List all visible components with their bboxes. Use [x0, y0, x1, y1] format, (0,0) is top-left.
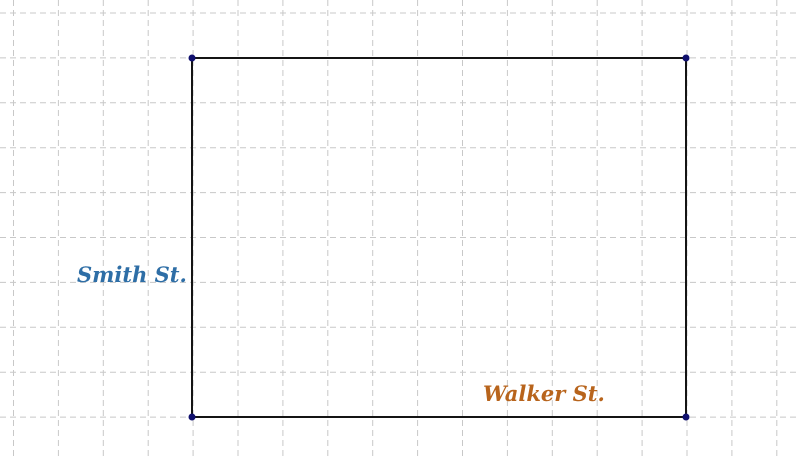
vertex-bottom-left[interactable]	[188, 413, 196, 421]
rectangle	[191, 57, 687, 418]
walker-street-label: Walker St.	[483, 381, 605, 406]
smith-street-label: Smith St.	[77, 262, 187, 287]
vertex-bottom-right[interactable]	[682, 413, 690, 421]
vertex-top-right[interactable]	[682, 54, 690, 62]
vertices	[188, 54, 690, 421]
vertex-top-left[interactable]	[188, 54, 196, 62]
